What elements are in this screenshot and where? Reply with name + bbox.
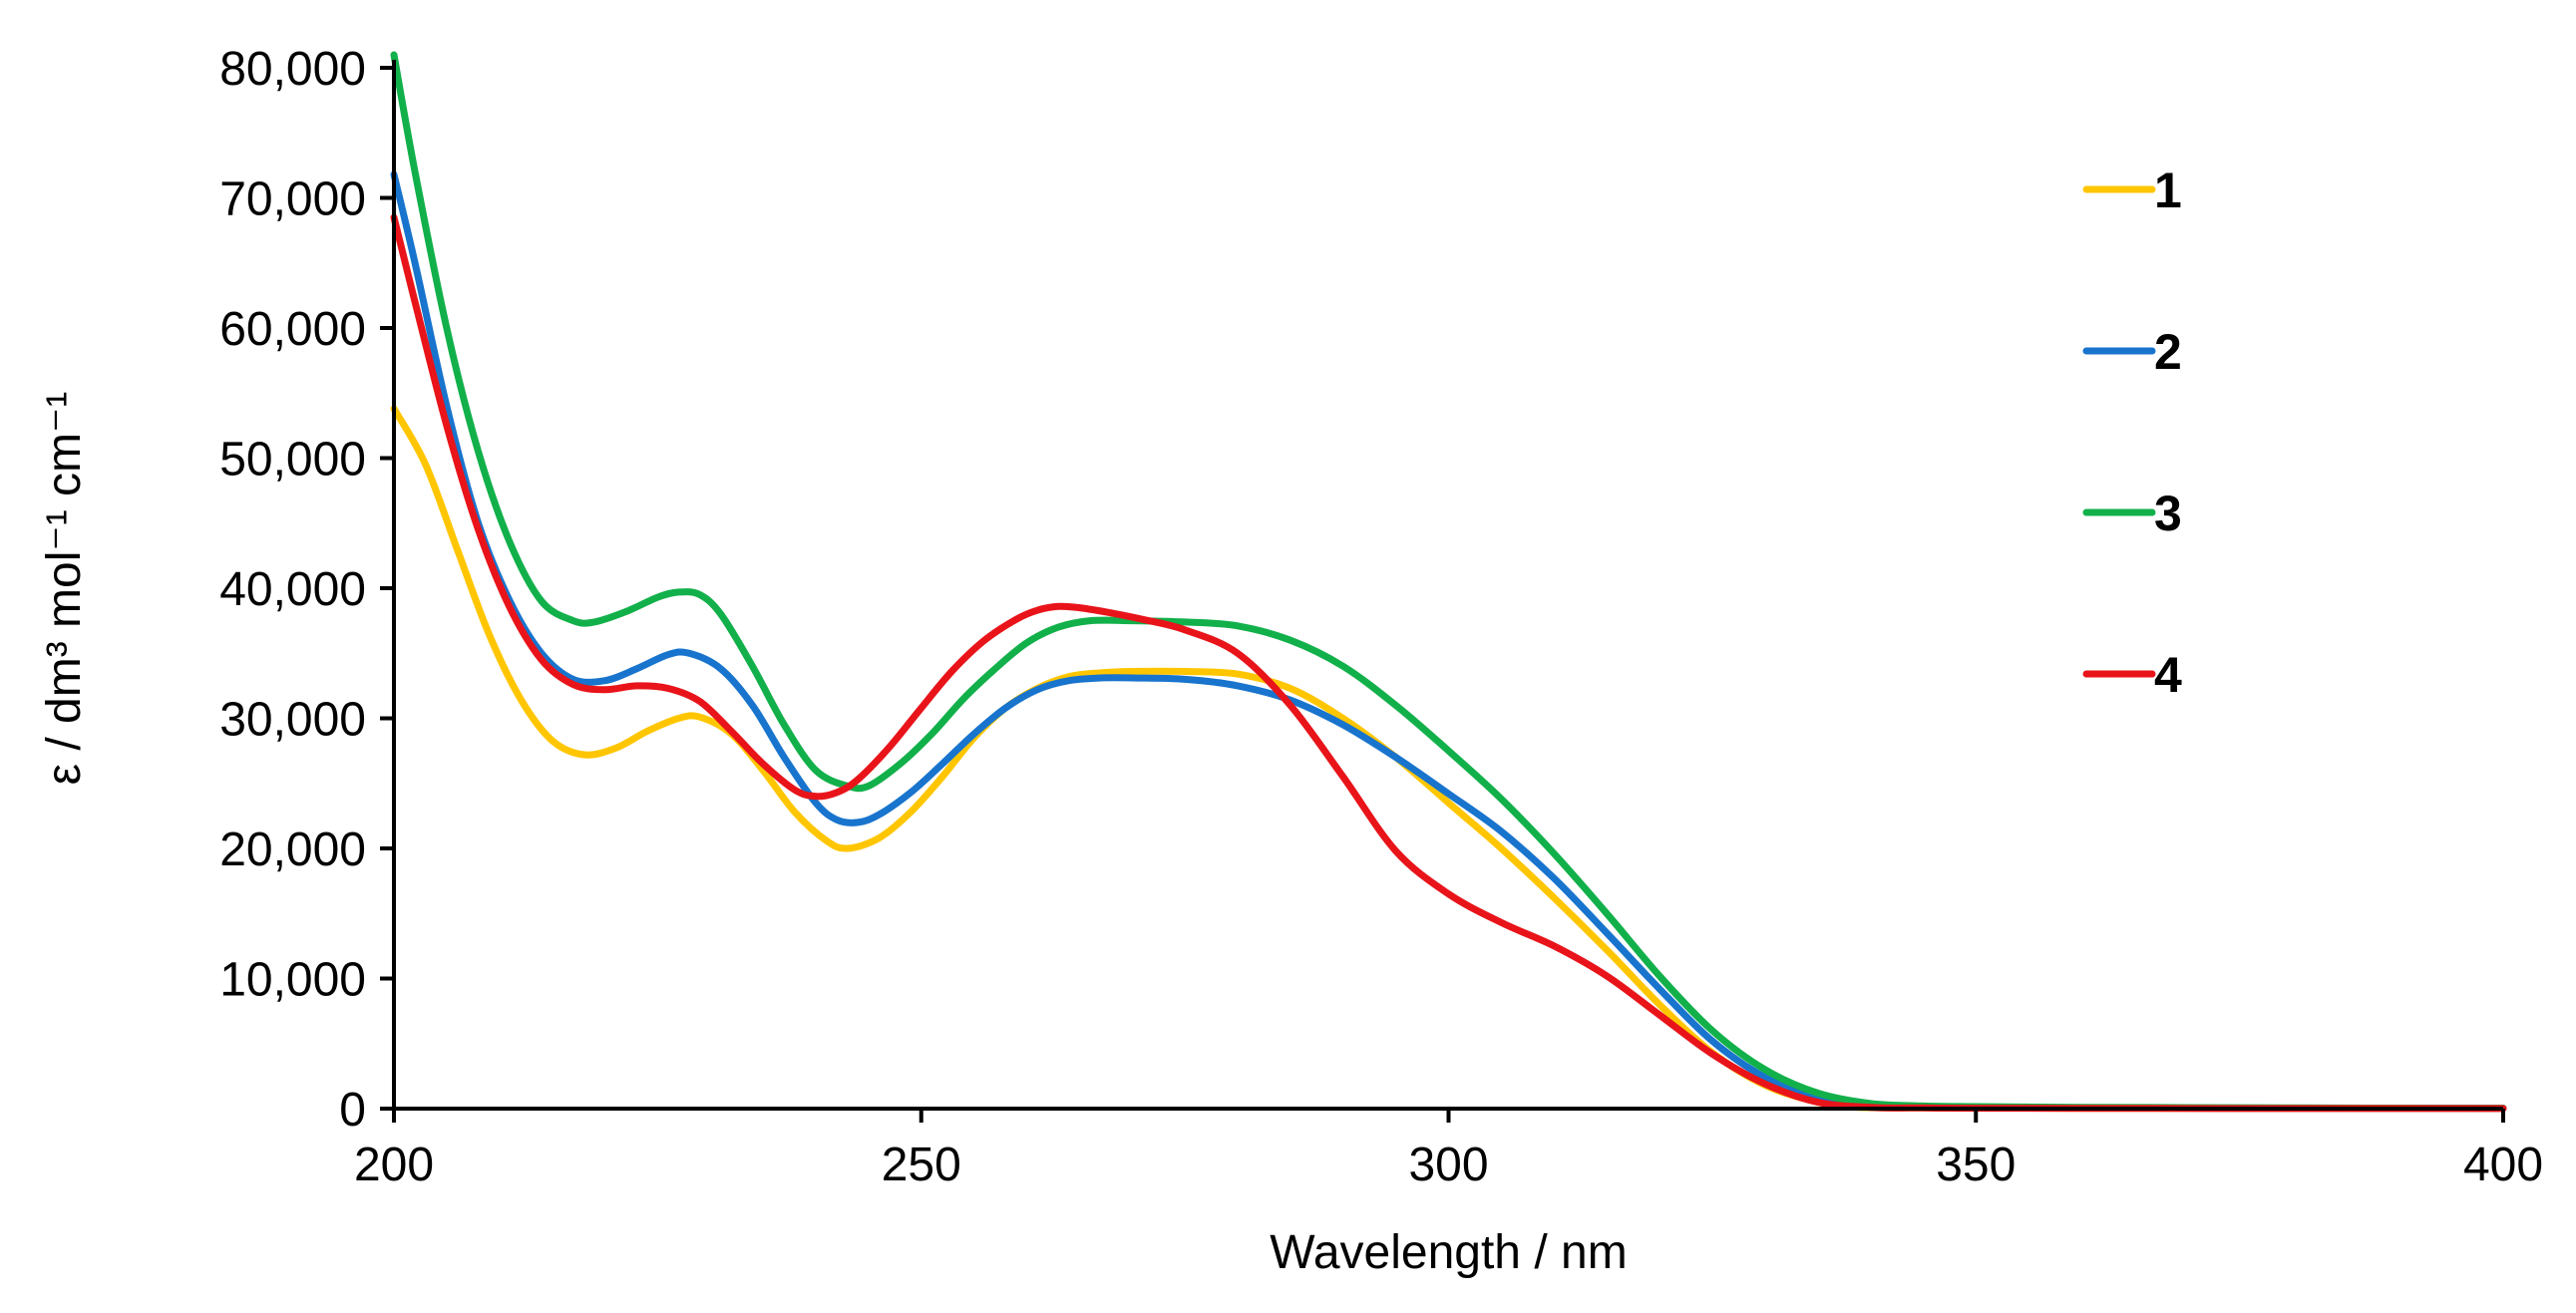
series-line-3 — [390, 51, 2507, 1113]
axes-layer — [392, 60, 2503, 1111]
series-layer — [390, 51, 2507, 1113]
y-tick-label: 40,000 — [219, 563, 366, 616]
legend: 1 2 3 4 — [2082, 163, 2182, 703]
legend-entry-3: 3 — [2082, 486, 2182, 541]
legend-label: 4 — [2154, 647, 2182, 703]
y-tick-label: 60,000 — [219, 303, 366, 356]
series-line-2 — [390, 170, 2507, 1113]
x-tick-label: 300 — [1408, 1139, 1488, 1191]
y-tick-label: 70,000 — [219, 173, 366, 226]
legend-entry-2: 2 — [2082, 324, 2182, 380]
legend-entry-4: 4 — [2082, 647, 2182, 703]
x-tick-label: 350 — [1936, 1139, 2016, 1191]
legend-label: 3 — [2154, 486, 2182, 541]
legend-entry-1: 1 — [2082, 163, 2182, 218]
legend-label: 2 — [2154, 324, 2182, 380]
y-tick-label: 0 — [339, 1084, 366, 1137]
y-tick-label: 30,000 — [219, 694, 366, 747]
x-axis-title: Wavelength / nm — [1270, 1226, 1627, 1279]
x-tick-label: 200 — [354, 1139, 434, 1191]
y-tick-label: 50,000 — [219, 434, 366, 487]
y-tick-label: 10,000 — [219, 954, 366, 1007]
series-line-4 — [390, 213, 2507, 1113]
series-line-1 — [390, 405, 2507, 1113]
y-tick-label: 20,000 — [219, 823, 366, 876]
ticks-layer: 0 10,000 20,000 30,000 40,000 50,000 60,000 70,… — [219, 43, 2543, 1191]
x-tick-label: 250 — [882, 1139, 961, 1191]
y-tick-label: 80,000 — [219, 43, 366, 96]
y-axis-title: ε / dm³ mol⁻¹ cm⁻¹ — [38, 392, 91, 786]
x-tick-label: 400 — [2463, 1139, 2543, 1191]
legend-label: 1 — [2154, 163, 2182, 218]
